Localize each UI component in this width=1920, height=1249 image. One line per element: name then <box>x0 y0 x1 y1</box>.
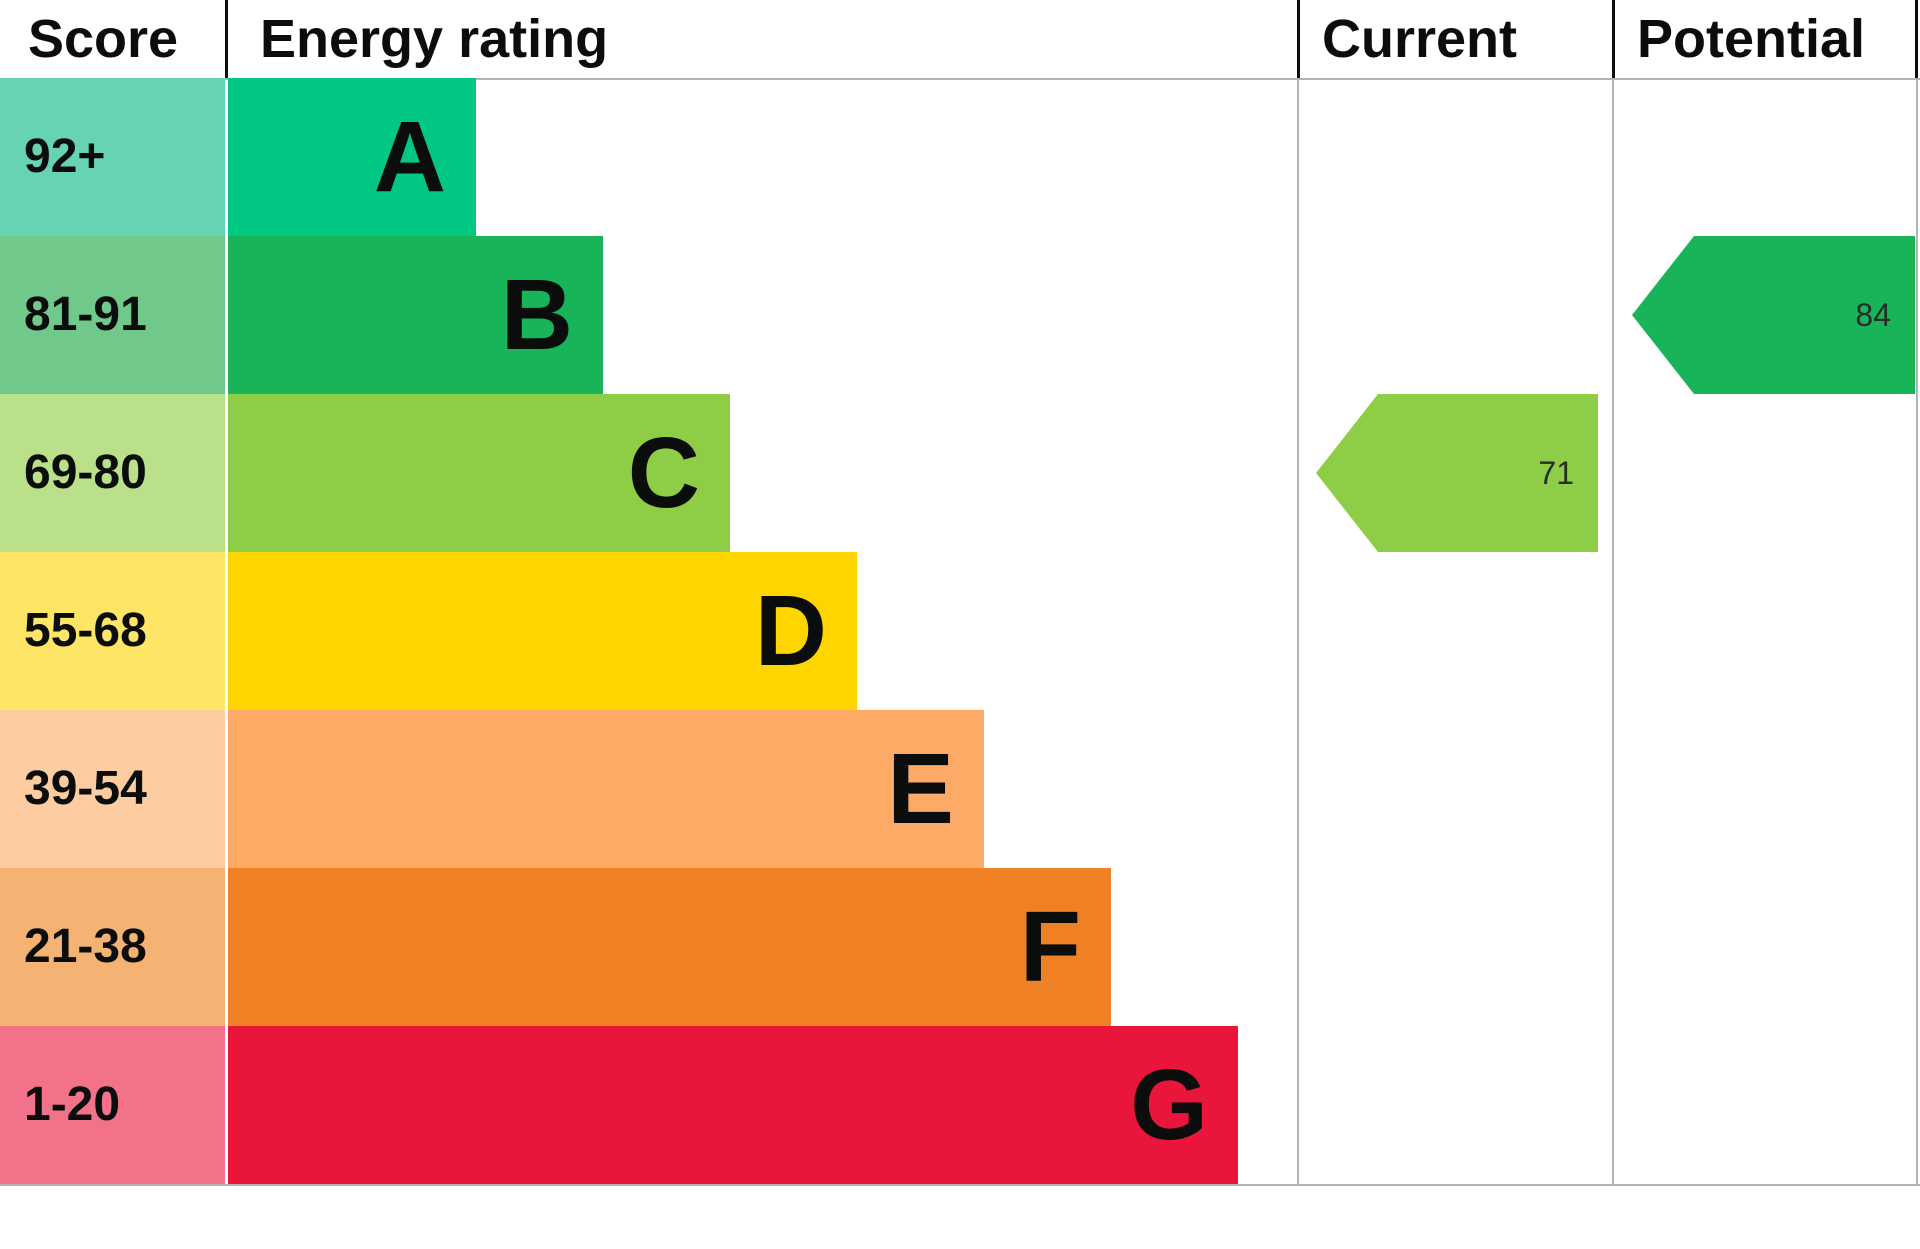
band-score-range: 81-91 <box>0 236 225 394</box>
column-divider <box>1916 78 1918 1184</box>
potential-column-header: Potential <box>1637 9 1866 69</box>
score-column-header: Score <box>28 9 179 69</box>
band-letter: C <box>627 417 700 529</box>
band-letter: A <box>373 101 446 213</box>
rating-bar: F <box>228 868 1111 1026</box>
potential-rating-arrow: 84 <box>1632 236 1915 394</box>
rating-bar: E <box>228 710 984 868</box>
rating-bar: D <box>228 552 857 710</box>
band-row-c: 69-80 C <box>0 394 1920 552</box>
header-divider <box>225 0 228 78</box>
band-score-range: 55-68 <box>0 552 225 710</box>
current-rating-value: 71 <box>1538 455 1574 491</box>
column-divider <box>1297 78 1299 1184</box>
header-underline <box>0 78 1920 80</box>
rating-bar: A <box>228 78 476 236</box>
band-score-range: 1-20 <box>0 1026 225 1184</box>
rating-bar: B <box>228 236 603 394</box>
band-row-b: 81-91 B <box>0 236 1920 394</box>
rating-bar: G <box>228 1026 1238 1184</box>
band-letter: G <box>1130 1049 1208 1161</box>
rating-bar: C <box>228 394 730 552</box>
band-row-a: 92+ A <box>0 78 1920 236</box>
energy-rating-column-header: Energy rating <box>260 9 609 69</box>
band-row-d: 55-68 D <box>0 552 1920 710</box>
potential-rating-value: 84 <box>1855 297 1891 333</box>
current-column-header: Current <box>1322 9 1518 69</box>
header-divider <box>1915 0 1918 78</box>
chart-bottom-border <box>0 1184 1920 1186</box>
band-row-e: 39-54 E <box>0 710 1920 868</box>
header-divider <box>1612 0 1615 78</box>
band-score-range: 92+ <box>0 78 225 236</box>
header-divider <box>1297 0 1300 78</box>
band-letter: E <box>887 733 954 845</box>
band-letter: D <box>754 575 827 687</box>
band-letter: F <box>1019 891 1081 1003</box>
current-rating-arrow: 71 <box>1316 394 1598 552</box>
band-score-range: 69-80 <box>0 394 225 552</box>
band-letter: B <box>500 259 573 371</box>
band-score-range: 21-38 <box>0 868 225 1026</box>
band-row-g: 1-20 G <box>0 1026 1920 1184</box>
column-divider <box>1612 78 1614 1184</box>
band-row-f: 21-38 F <box>0 868 1920 1026</box>
band-score-range: 39-54 <box>0 710 225 868</box>
